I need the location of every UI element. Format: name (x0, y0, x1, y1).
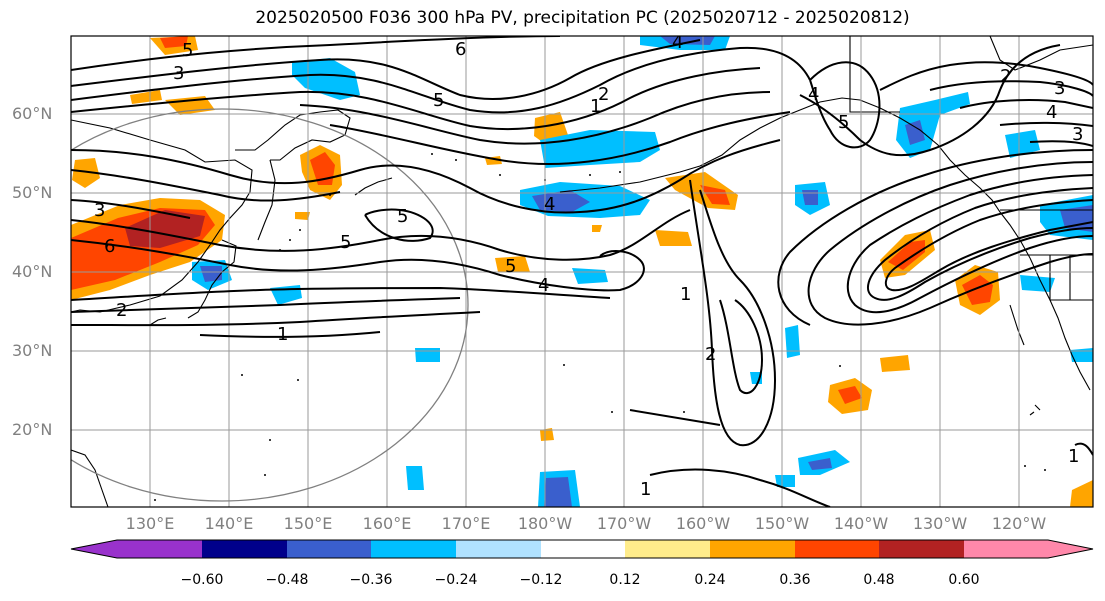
colorbar-segment (795, 540, 879, 558)
contour-label: 5 (505, 256, 516, 277)
lat-label: 60°N (12, 104, 53, 123)
colorbar-tick-label: −0.12 (519, 572, 563, 588)
contour-label: 4 (672, 32, 683, 53)
map-panel: 5 3 6 5 1 2 4 3 6 2 5 5 4 5 4 1 1 2 1 5 … (70, 32, 1094, 508)
lon-label: 150°E (283, 514, 333, 533)
colorbar-segment (879, 540, 964, 558)
colorbar (70, 539, 1094, 559)
colorbar-segment (710, 540, 795, 558)
pv-contour-labels: 5 3 6 5 1 2 4 3 6 2 5 5 4 5 4 1 1 2 1 5 … (94, 32, 1083, 500)
contour-label: 1 (640, 479, 651, 500)
lon-label: 170°E (441, 514, 491, 533)
contour-label: 1 (1068, 446, 1079, 467)
lon-label: 130°W (912, 514, 968, 533)
contour-label: 1 (680, 284, 691, 305)
lon-label: 140°E (204, 514, 254, 533)
contour-label: 5 (397, 206, 408, 227)
map-frame (70, 35, 1094, 508)
colorbar-segment (202, 540, 287, 558)
contour-label: 3 (1072, 124, 1083, 145)
colorbar-tick-label: 0.48 (863, 572, 895, 588)
colorbar-segment (1048, 540, 1093, 558)
colorbar-tick-label: −0.24 (434, 572, 478, 588)
colorbar-tick-label: 0.36 (779, 572, 811, 588)
colorbar-segment (71, 540, 117, 558)
lon-label: 170°W (596, 514, 652, 533)
contour-label: 6 (104, 236, 115, 257)
contour-label: 5 (433, 90, 444, 111)
range-circle (71, 108, 469, 502)
contour-label: 5 (838, 112, 849, 133)
lat-label: 20°N (12, 420, 53, 439)
colorbar-outline (70, 539, 1094, 559)
contour-label: 3 (1054, 78, 1065, 99)
lat-label: 40°N (12, 262, 53, 281)
contour-label: 1 (590, 96, 601, 117)
lon-label: 160°E (362, 514, 412, 533)
contour-label: 1 (277, 324, 288, 345)
gridlines (71, 36, 1093, 507)
contour-label: 5 (340, 232, 351, 253)
colorbar-segment (964, 540, 1048, 558)
contour-label: 3 (94, 200, 105, 221)
colorbar-tick-label: 0.24 (694, 572, 726, 588)
contour-label: 4 (1046, 102, 1057, 123)
map-title: 2025020500 F036 300 hPa PV, precipitatio… (255, 8, 910, 28)
pv-contours (71, 36, 1093, 507)
contour-label: 6 (455, 39, 466, 60)
colorbar-tick-label: −0.48 (265, 572, 309, 588)
lon-label: 130°E (125, 514, 175, 533)
colorbar-tick-label: 0.12 (609, 572, 641, 588)
contour-label: 2 (1000, 66, 1011, 87)
contour-label: 2 (116, 300, 127, 321)
contour-label: 2 (705, 344, 716, 365)
lon-label: 120°W (991, 514, 1047, 533)
contour-label: 5 (182, 40, 193, 61)
contour-label: 4 (808, 84, 819, 105)
lat-label: 30°N (12, 341, 53, 360)
lon-label: 140°W (833, 514, 889, 533)
contour-label: 3 (173, 63, 184, 84)
colorbar-tick-label: −0.60 (180, 572, 224, 588)
lon-label: 160°W (675, 514, 731, 533)
coastlines (71, 36, 1093, 507)
contour-label: 4 (544, 194, 555, 215)
colorbar-tick-label: 0.60 (948, 572, 980, 588)
colorbar-segment (541, 540, 625, 558)
colorbar-segment (456, 540, 541, 558)
contour-label: 2 (598, 84, 609, 105)
lon-label: 180°W (517, 514, 573, 533)
lon-label: 150°W (754, 514, 810, 533)
colorbar-segment (625, 540, 710, 558)
colorbar-segment (117, 540, 202, 558)
contour-label: 4 (538, 275, 549, 296)
lat-label: 50°N (12, 183, 53, 202)
colorbar-segment (371, 540, 456, 558)
colorbar-tick-label: −0.36 (349, 572, 393, 588)
colorbar-segment (287, 540, 371, 558)
